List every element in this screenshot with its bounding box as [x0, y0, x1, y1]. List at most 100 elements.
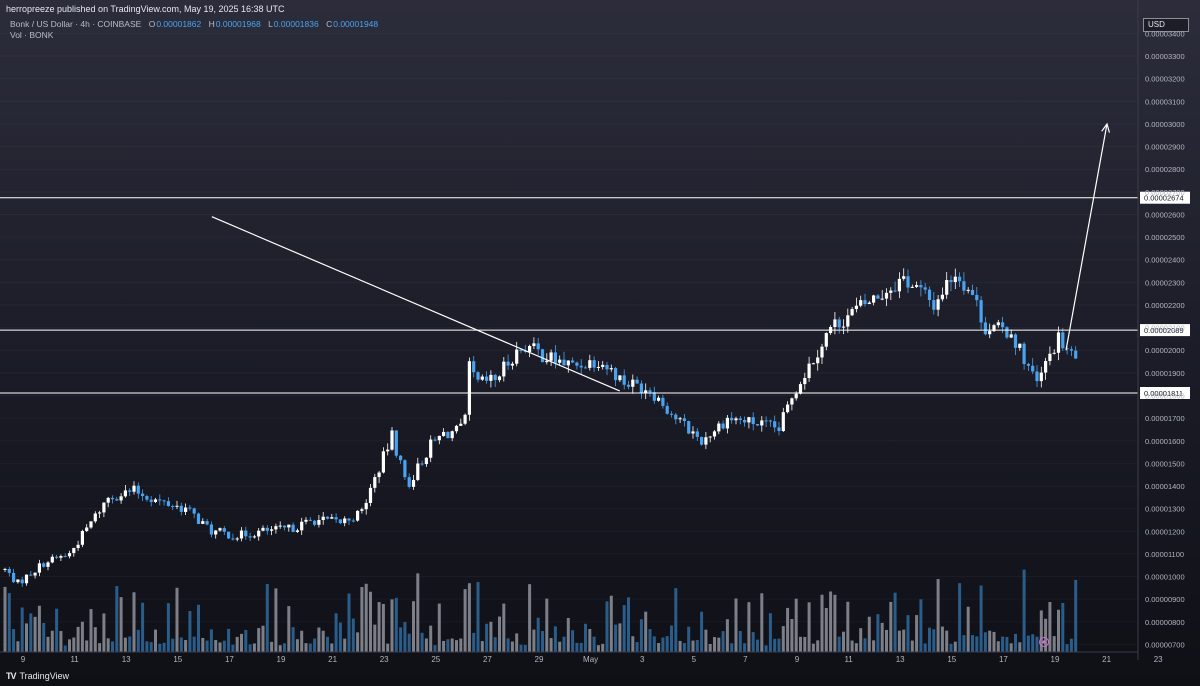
volume-bar	[958, 583, 962, 652]
volume-bar	[910, 640, 914, 652]
candle-body	[743, 419, 747, 423]
volume-bar	[614, 624, 618, 652]
volume-bar	[687, 626, 691, 652]
volume-bar	[644, 611, 648, 652]
candle-body	[1052, 352, 1056, 354]
volume-bar	[317, 627, 321, 652]
visual-range-icon[interactable]	[1039, 637, 1049, 647]
volume-bar	[609, 595, 613, 652]
volume-bar	[261, 625, 265, 652]
candle-body	[919, 285, 923, 288]
price-tick-label: 0.00001800	[1145, 391, 1185, 400]
volume-bar	[128, 636, 132, 652]
candle-body	[394, 430, 398, 456]
candle-body	[1026, 363, 1030, 366]
price-tick-label: 0.00002000	[1145, 346, 1185, 355]
candle-body	[523, 350, 527, 352]
candle-body	[231, 538, 235, 540]
time-tick-label: 3	[640, 655, 645, 664]
candle-body	[872, 295, 876, 303]
volume-bar	[1005, 637, 1009, 652]
volume-bar	[893, 592, 897, 652]
time-tick-label: May	[583, 655, 598, 664]
volume-bar	[975, 636, 979, 652]
volume-bar	[928, 627, 931, 652]
candle-body	[691, 431, 695, 434]
volume-bar	[485, 623, 489, 652]
time-axis[interactable]: 9 11 13 15 17 19 21 23 25 27 29 May 3 5 7 9 11 13 15 17 19 21…	[0, 651, 1163, 664]
candle-body	[399, 455, 403, 461]
candle-body	[446, 431, 450, 439]
candle-body	[1005, 327, 1009, 338]
candle-body	[949, 280, 953, 283]
volume-bar	[596, 645, 600, 652]
tradingview-brand[interactable]: TV TradingView	[6, 671, 69, 681]
volume-bar	[63, 645, 67, 652]
candle-body	[661, 397, 665, 406]
volume-bar	[833, 594, 837, 652]
price-tick-label: 0.00000800	[1145, 618, 1185, 627]
volume-bar	[799, 636, 802, 652]
volume-bar	[639, 619, 643, 652]
candle-body	[566, 360, 570, 366]
volume-bar	[227, 628, 231, 652]
level-tag	[1140, 387, 1190, 400]
candle-body	[631, 379, 635, 387]
volume-bar	[351, 618, 355, 652]
candle-body	[777, 427, 781, 432]
time-tick-label: 25	[431, 655, 440, 664]
volume-bar	[652, 636, 656, 652]
volume-bar	[80, 621, 84, 652]
candle-body	[734, 418, 738, 421]
volume-bar	[949, 643, 953, 652]
time-tick-label: 23	[380, 655, 389, 664]
volume-bar	[300, 630, 304, 652]
volume-bar	[265, 584, 269, 652]
price-axis[interactable]: 0.00000700 0.00000800 0.00000900 0.00001000…	[1137, 0, 1185, 660]
candle-body	[300, 521, 304, 531]
level-tag	[1140, 191, 1190, 204]
candle-body	[996, 322, 1000, 326]
volume-bar	[1014, 633, 1017, 652]
currency-selector[interactable]: USD	[1143, 18, 1189, 32]
volume-bar	[622, 605, 626, 652]
volume-bar	[149, 642, 153, 652]
candle-body	[321, 516, 325, 521]
volume-bar	[713, 637, 716, 652]
volume-bar	[424, 638, 428, 652]
candle-body	[304, 519, 308, 522]
candle-body	[601, 364, 605, 367]
volume-bar	[76, 626, 80, 652]
candle-body	[704, 437, 708, 445]
volume-bar	[906, 615, 910, 652]
volume-bar	[700, 611, 704, 652]
volume-bar	[98, 643, 102, 652]
volume-bar	[72, 637, 76, 652]
candle-body	[1039, 372, 1043, 382]
candle-body	[579, 365, 583, 368]
volume-bar	[338, 622, 342, 652]
candle-body	[1018, 343, 1022, 348]
candle-body	[497, 376, 502, 381]
brand-name: TradingView	[19, 671, 70, 681]
volume-bar	[601, 643, 605, 652]
volume-bar	[326, 636, 329, 652]
symbol-legend: Bonk / US Dollar · 4h · COINBASE O0.0000…	[10, 19, 378, 29]
candle-body	[833, 319, 837, 328]
candle-body	[205, 521, 209, 525]
candle-body	[63, 556, 67, 558]
volume-bar	[7, 593, 11, 652]
volume-bar	[214, 640, 218, 652]
candle-body	[1044, 361, 1048, 373]
volume-bar	[725, 619, 729, 652]
candle-body	[906, 276, 910, 288]
volume-bar	[16, 641, 20, 652]
candle-body	[128, 490, 132, 492]
time-tick-label: 21	[328, 655, 337, 664]
volume-bar	[983, 632, 987, 652]
candle-body	[738, 418, 742, 420]
price-tick-label: 0.00002400	[1145, 256, 1185, 265]
candle-body	[330, 517, 334, 519]
candle-body	[515, 349, 519, 364]
